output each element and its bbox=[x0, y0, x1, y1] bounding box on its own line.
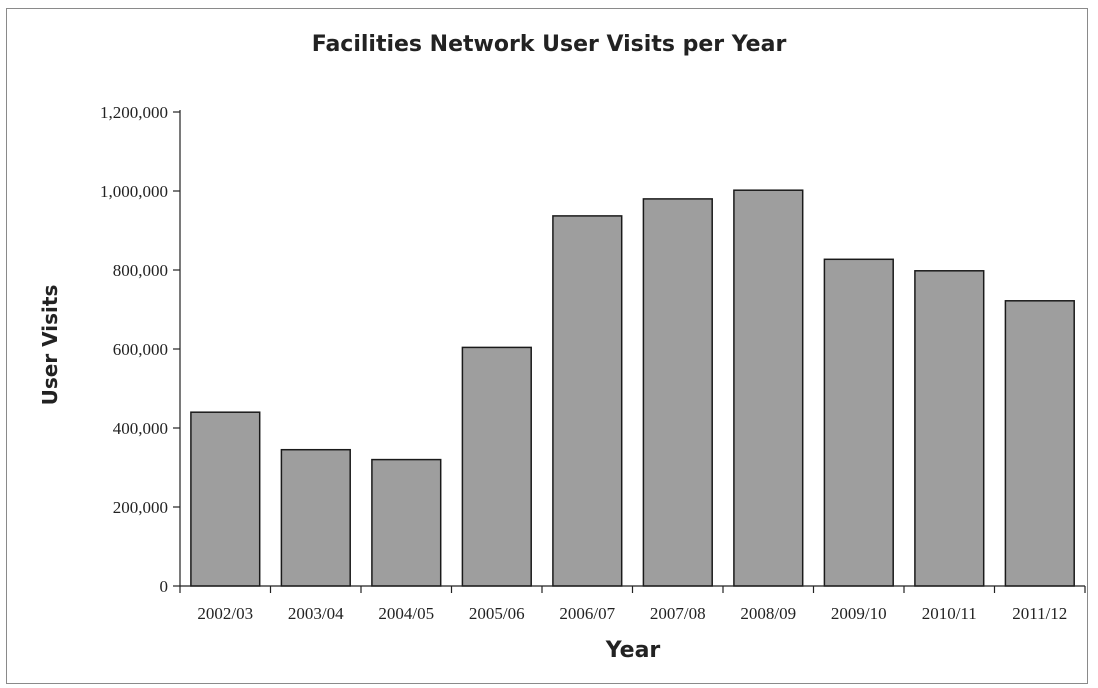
bars-group bbox=[190, 189, 1075, 587]
chart-frame bbox=[6, 8, 1088, 684]
bar-2010/11 bbox=[914, 270, 985, 587]
y-tick-label: 400,000 bbox=[113, 419, 168, 438]
y-tick-label: 1,200,000 bbox=[100, 103, 168, 122]
x-tick-label: 2006/07 bbox=[559, 604, 615, 623]
bar-2009/10 bbox=[823, 258, 894, 587]
x-tick-label: 2003/04 bbox=[288, 604, 344, 623]
y-tick-label: 0 bbox=[160, 577, 169, 596]
bar-2005/06 bbox=[461, 346, 532, 587]
bar-2002/03 bbox=[190, 411, 261, 587]
x-tick-label: 2010/11 bbox=[922, 604, 977, 623]
y-tick-label: 800,000 bbox=[113, 261, 168, 280]
x-axis-label: Year bbox=[605, 638, 661, 663]
y-tick-label: 600,000 bbox=[113, 340, 168, 359]
x-tick-label: 2007/08 bbox=[650, 604, 706, 623]
x-tick-label: 2009/10 bbox=[831, 604, 887, 623]
bar-2007/08 bbox=[642, 198, 713, 587]
x-tick-label: 2004/05 bbox=[378, 604, 434, 623]
x-ticks-group: 2002/03 2003/04 2004/05 2005/06 2006/07 2007/… bbox=[179, 586, 1086, 623]
chart-title: Facilities Network User Visits per Year bbox=[311, 32, 787, 57]
x-tick-label: 2002/03 bbox=[197, 604, 253, 623]
bar-2011/12 bbox=[1004, 300, 1075, 587]
bar-2006/07 bbox=[552, 215, 623, 587]
x-tick-label: 2005/06 bbox=[469, 604, 525, 623]
bar-2003/04 bbox=[280, 448, 351, 587]
y-ticks-group: 0 200,000 400,000 600,000 800,000 1,000,000 1,… bbox=[100, 103, 180, 596]
x-tick-label: 2011/12 bbox=[1012, 604, 1067, 623]
y-tick-label: 200,000 bbox=[113, 498, 168, 517]
bar-2004/05 bbox=[371, 458, 442, 587]
y-tick-label: 1,000,000 bbox=[100, 182, 168, 201]
x-tick-label: 2008/09 bbox=[740, 604, 796, 623]
bar-2008/09 bbox=[733, 189, 804, 587]
